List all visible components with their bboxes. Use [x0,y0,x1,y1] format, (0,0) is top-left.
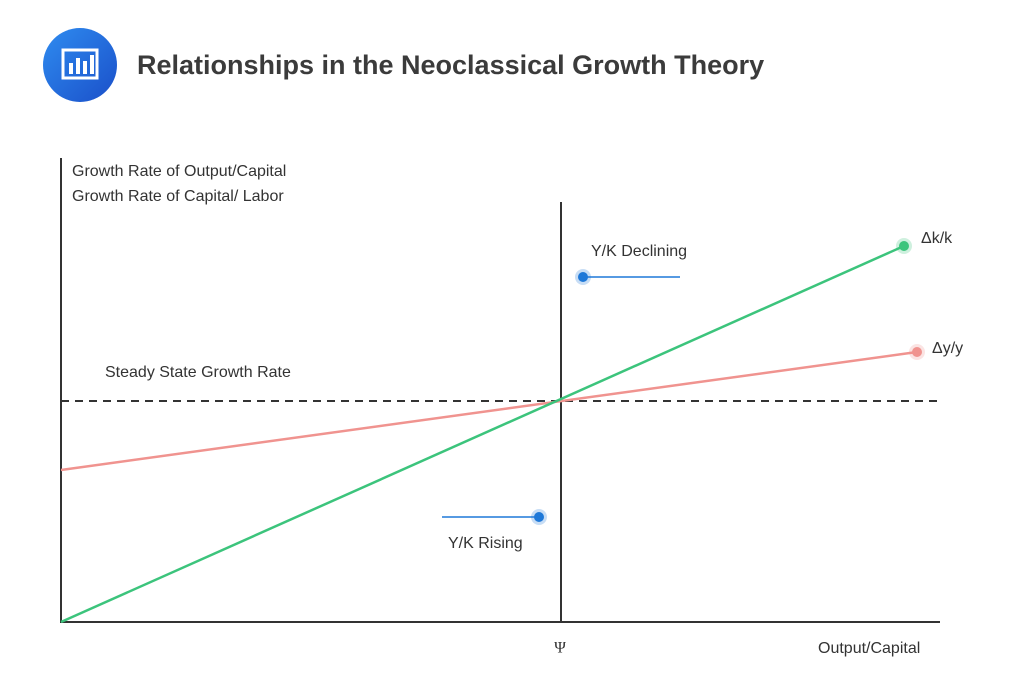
steady-state-label: Steady State Growth Rate [105,364,291,381]
icon [43,28,117,102]
line-label: Δk/k [921,230,953,247]
rising-label: Y/K Rising [448,535,523,552]
x-marker-label: Ψ [554,640,566,657]
title: Relationships in the Neoclassical Growth… [137,50,764,80]
line-label: Δy/y [932,340,963,357]
dy-line [60,350,918,472]
dk-line [60,244,905,624]
x-axis-label: Output/Capital [818,640,920,657]
rising-dot [534,512,544,522]
dk-dot [899,241,909,251]
declining-label: Y/K Declining [591,243,687,260]
y-axis-label: Growth Rate of Output/Capital [72,163,286,180]
dy-dot [912,347,922,357]
declining-dot [578,272,588,282]
y-axis-label: Growth Rate of Capital/ Labor [72,188,284,205]
